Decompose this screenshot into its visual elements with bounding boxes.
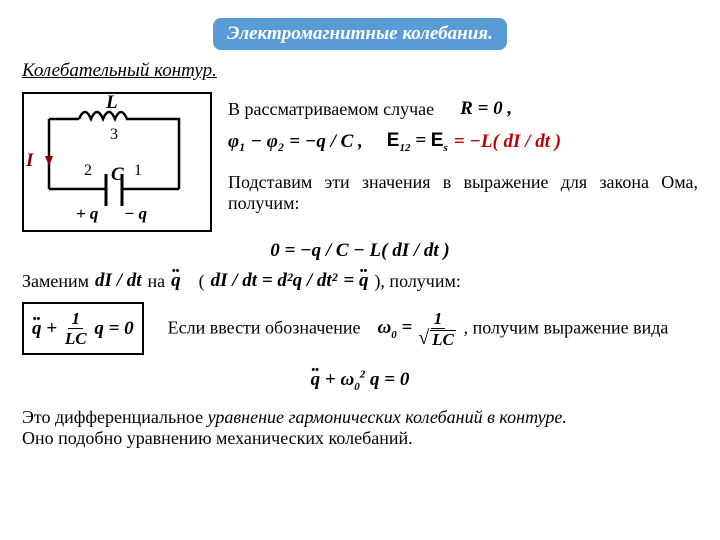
eq-d2q-eq: = q — [343, 270, 368, 292]
page-title: Электромагнитные колебания. — [213, 18, 507, 50]
subtitle: Колебательный контур. — [22, 60, 698, 82]
conclusion: Это дифференциальное уравнение гармониче… — [22, 407, 698, 449]
eq-omega: ω0 = 1 LC — [378, 317, 464, 338]
replace-c: ( — [199, 271, 205, 292]
intro-text: Если ввести обозначение — [168, 317, 361, 337]
replace-b: на — [148, 271, 166, 292]
replace-d: ), получим: — [374, 271, 460, 292]
eq-emf-l: Е12 = Еs — [387, 130, 448, 154]
eq-qddot: q — [171, 270, 181, 292]
label-minus-q: − q — [124, 204, 147, 224]
intro-text2: , получим выражение вида — [464, 317, 669, 337]
label-l: L — [106, 92, 118, 114]
label-plus-q: + q — [76, 204, 98, 224]
label-1: 1 — [134, 162, 142, 180]
eq-d2q: dI / dt = d²q / dt² — [211, 270, 338, 292]
eq-emf-r: = −L( dI / dt ) — [454, 131, 561, 153]
eq-final: q + ω02 q = 0 — [311, 369, 410, 390]
label-2: 2 — [84, 162, 92, 180]
eq-phi: φ₁ − φ₂ = −q / C , — [228, 131, 363, 153]
label-3: 3 — [110, 126, 118, 144]
replace-a: Заменим — [22, 271, 89, 292]
label-c: C — [111, 164, 124, 186]
circuit-diagram: L 3 C I 2 1 + q − q — [22, 92, 212, 232]
eq-r-zero: R = 0 , — [460, 98, 512, 120]
label-i: I — [26, 150, 33, 172]
boxed-equation: q + 1LC q = 0 — [22, 302, 144, 355]
para-subst: Подставим эти значения в выражение для з… — [228, 172, 698, 214]
eq-didt: dI / dt — [95, 270, 141, 292]
line1-text: В рассматриваемом случае — [228, 99, 434, 120]
